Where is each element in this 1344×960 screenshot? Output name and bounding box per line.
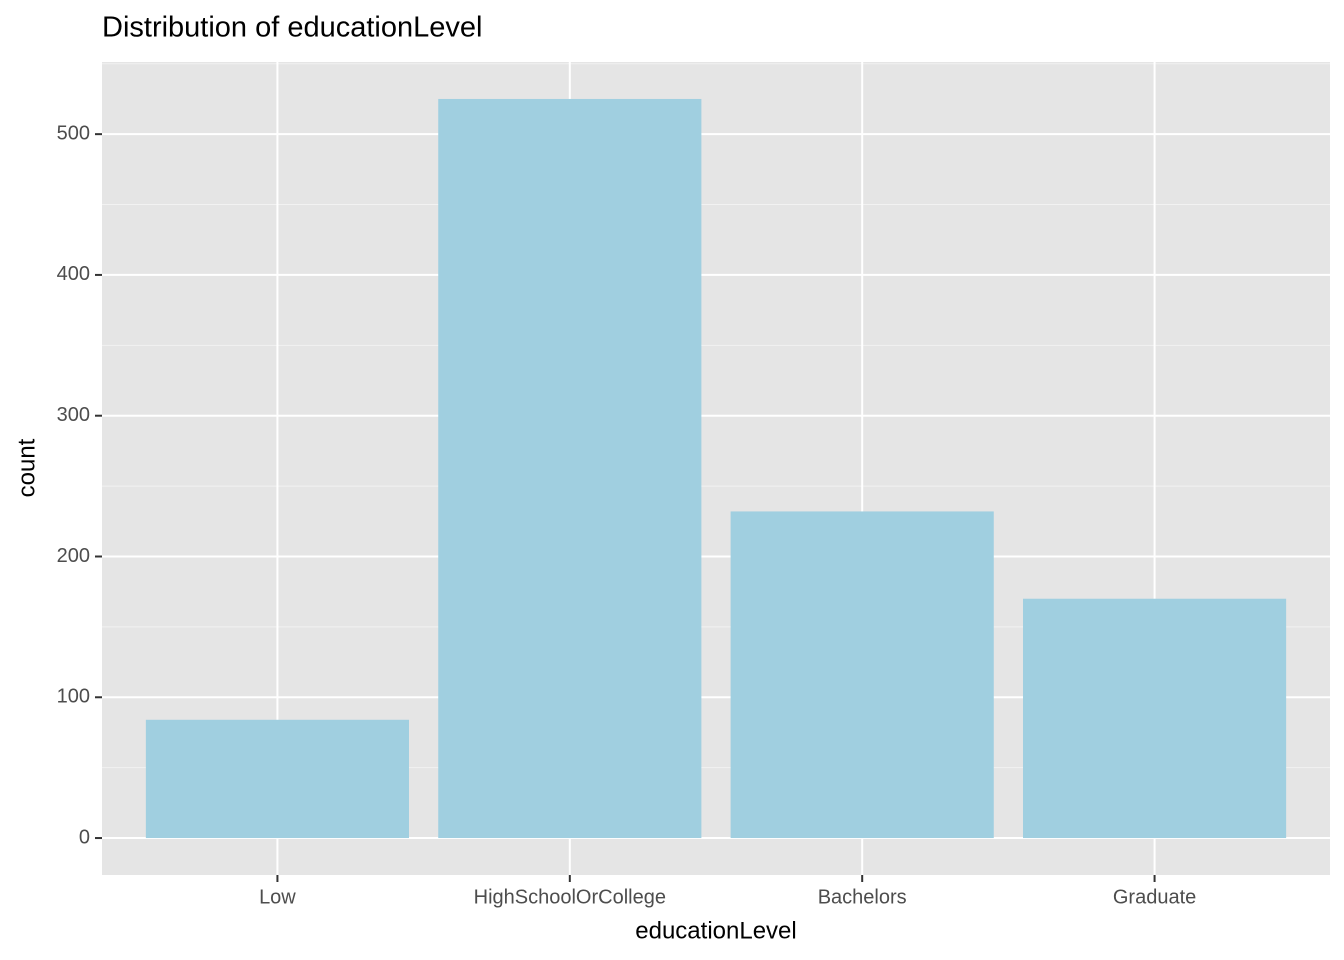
y-tick-label: 500 <box>57 122 90 144</box>
bar <box>1023 598 1287 839</box>
chart-title: Distribution of educationLevel <box>102 12 482 44</box>
y-tick-label: 200 <box>57 545 90 567</box>
x-tick-label: Low <box>259 886 296 908</box>
x-tick-label: Bachelors <box>818 886 907 908</box>
y-axis-title: count <box>13 438 40 497</box>
y-tick-label: 400 <box>57 263 90 285</box>
x-tick-label: Graduate <box>1113 886 1196 908</box>
y-tick-label: 0 <box>79 826 90 848</box>
bar <box>145 719 409 839</box>
x-axis-title: educationLevel <box>635 917 796 944</box>
y-tick-label: 100 <box>57 686 90 708</box>
bar <box>438 98 702 839</box>
y-tick-label: 300 <box>57 404 90 426</box>
bar <box>730 511 994 839</box>
x-tick-label: HighSchoolOrCollege <box>474 886 666 908</box>
